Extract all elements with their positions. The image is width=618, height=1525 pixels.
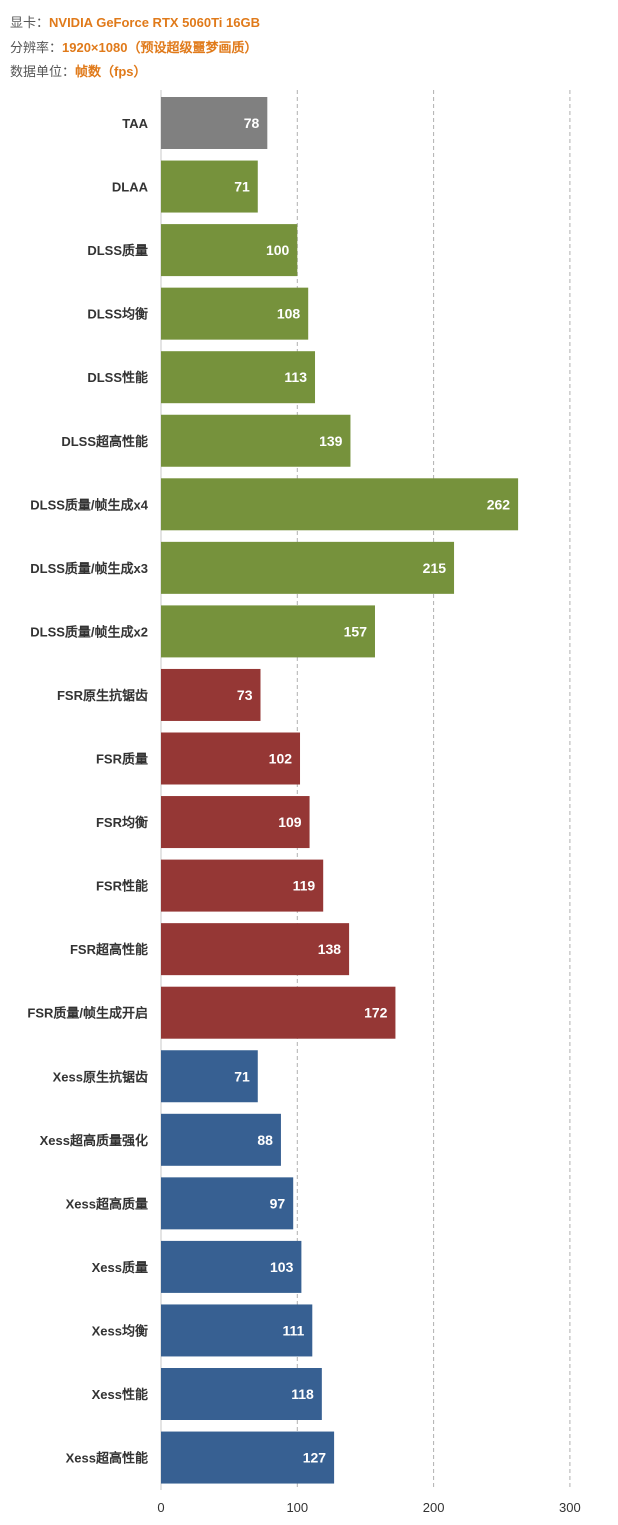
x-tick-label: 200 — [423, 1500, 445, 1515]
value-label: 97 — [270, 1195, 286, 1211]
category-label: DLSS均衡 — [87, 307, 148, 322]
unit-info: 数据单位：帧数（fps） — [10, 61, 147, 80]
category-label: TAA — [122, 116, 148, 131]
value-label: 157 — [344, 623, 368, 639]
value-label: 262 — [487, 496, 511, 512]
gpu-info: 显卡：NVIDIA GeForce RTX 5060Ti 16GB — [10, 12, 260, 31]
value-label: 119 — [293, 878, 316, 894]
category-label: FSR原生抗锯齿 — [57, 688, 148, 703]
value-label: 71 — [234, 179, 250, 195]
value-label: 127 — [303, 1450, 327, 1466]
bar — [161, 1240, 302, 1293]
category-label: FSR质量/帧生成开启 — [27, 1006, 148, 1021]
value-label: 118 — [291, 1386, 314, 1402]
category-label: FSR质量 — [96, 752, 148, 767]
value-label: 100 — [266, 242, 290, 258]
bar — [161, 414, 351, 467]
category-label: Xess均衡 — [92, 1323, 148, 1338]
category-label: DLSS质量 — [87, 243, 148, 258]
category-label: Xess质量 — [92, 1260, 148, 1275]
bar — [161, 605, 375, 658]
value-label: 215 — [423, 560, 447, 576]
bar — [161, 986, 396, 1039]
gpu-label: 显卡： — [10, 15, 50, 30]
unit-value: 帧数（fps） — [75, 64, 147, 79]
bar — [161, 287, 309, 340]
bar — [161, 859, 324, 912]
value-label: 88 — [257, 1132, 273, 1148]
category-label: DLSS质量/帧生成x4 — [30, 497, 149, 512]
value-label: 109 — [278, 814, 302, 830]
bar — [161, 224, 298, 277]
bar — [161, 351, 316, 404]
value-label: 71 — [234, 1068, 250, 1084]
bar — [161, 796, 310, 849]
bar — [161, 923, 350, 976]
category-label: FSR性能 — [96, 879, 148, 894]
x-tick-label: 0 — [157, 1500, 164, 1515]
bar — [161, 668, 261, 721]
bar — [161, 97, 268, 149]
unit-label: 数据单位： — [10, 64, 76, 79]
category-label: DLSS超高性能 — [61, 434, 148, 449]
value-label: 73 — [237, 687, 253, 703]
bar — [161, 478, 519, 531]
category-label: Xess超高质量 — [66, 1196, 148, 1211]
bar — [161, 160, 258, 213]
value-label: 78 — [244, 115, 260, 131]
category-label: DLSS性能 — [87, 370, 148, 385]
value-label: 102 — [269, 751, 293, 767]
resolution-value: 1920×1080（预设超级噩梦画质） — [62, 40, 258, 55]
value-label: 139 — [319, 433, 343, 449]
category-label: FSR超高性能 — [70, 942, 148, 957]
x-tick-label: 300 — [559, 1500, 581, 1515]
bar — [161, 1050, 258, 1103]
category-label: Xess超高质量强化 — [40, 1133, 148, 1148]
resolution-info: 分辨率：1920×1080（预设超级噩梦画质） — [10, 37, 257, 56]
value-label: 138 — [318, 941, 342, 957]
bar — [161, 1304, 313, 1357]
value-label: 108 — [277, 306, 301, 322]
bar — [161, 1177, 294, 1230]
category-label: DLAA — [112, 180, 149, 195]
bar — [161, 1368, 322, 1420]
category-label: FSR均衡 — [96, 815, 148, 830]
value-label: 172 — [364, 1005, 388, 1021]
x-tick-label: 100 — [286, 1500, 308, 1515]
bar — [161, 1431, 335, 1484]
bar — [161, 541, 455, 594]
category-label: Xess性能 — [92, 1387, 148, 1402]
value-label: 103 — [270, 1259, 294, 1275]
gpu-value: NVIDIA GeForce RTX 5060Ti 16GB — [49, 15, 260, 30]
value-label: 113 — [284, 369, 307, 385]
category-label: DLSS质量/帧生成x2 — [30, 624, 148, 639]
category-label: DLSS质量/帧生成x3 — [30, 561, 148, 576]
category-label: Xess超高性能 — [66, 1451, 148, 1466]
value-label: 111 — [282, 1322, 304, 1338]
category-label: Xess原生抗锯齿 — [53, 1069, 148, 1084]
bar — [161, 1113, 281, 1166]
bar — [161, 732, 301, 785]
resolution-label: 分辨率： — [10, 40, 63, 55]
